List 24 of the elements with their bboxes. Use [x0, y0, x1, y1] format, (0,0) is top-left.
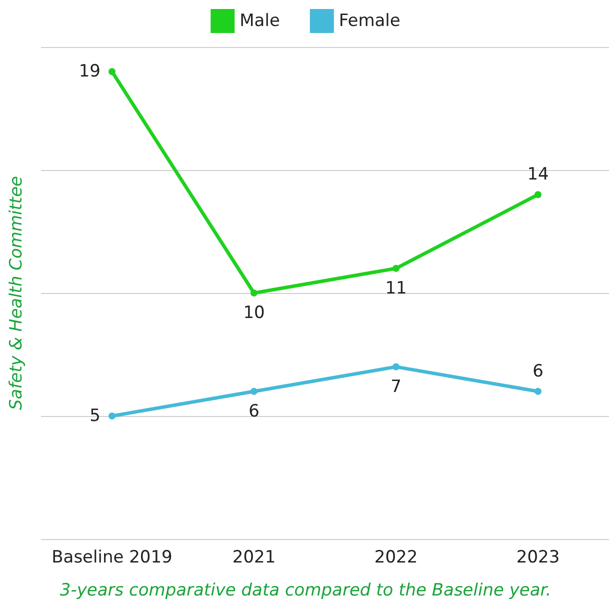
point — [250, 290, 258, 296]
point — [108, 68, 116, 76]
x-tick-label: Baseline 2019 — [52, 548, 172, 568]
legend-label: Male — [240, 11, 280, 31]
y-axis-title: Safety & Health Committee — [6, 176, 26, 410]
data-label: 10 — [243, 303, 265, 323]
data-label: 6 — [532, 361, 544, 382]
data-label: 19 — [78, 62, 100, 82]
data-label: 5 — [90, 406, 100, 426]
x-tick-label: 2023 — [516, 548, 560, 568]
point — [534, 191, 542, 198]
point — [392, 264, 400, 272]
x-tick-label: 2021 — [232, 548, 276, 568]
x-tick-label: 2022 — [374, 548, 418, 568]
text: 3-years comparative data compared to the Baseline year. — [60, 580, 552, 600]
data-label: 11 — [385, 278, 407, 298]
data-label: 14 — [527, 164, 549, 185]
legend-label: Female — [338, 11, 400, 31]
point — [108, 412, 116, 420]
point — [250, 388, 258, 395]
data-label: 6 — [248, 401, 260, 422]
point — [392, 363, 400, 370]
data-label: 7 — [390, 376, 402, 397]
point — [534, 388, 542, 395]
